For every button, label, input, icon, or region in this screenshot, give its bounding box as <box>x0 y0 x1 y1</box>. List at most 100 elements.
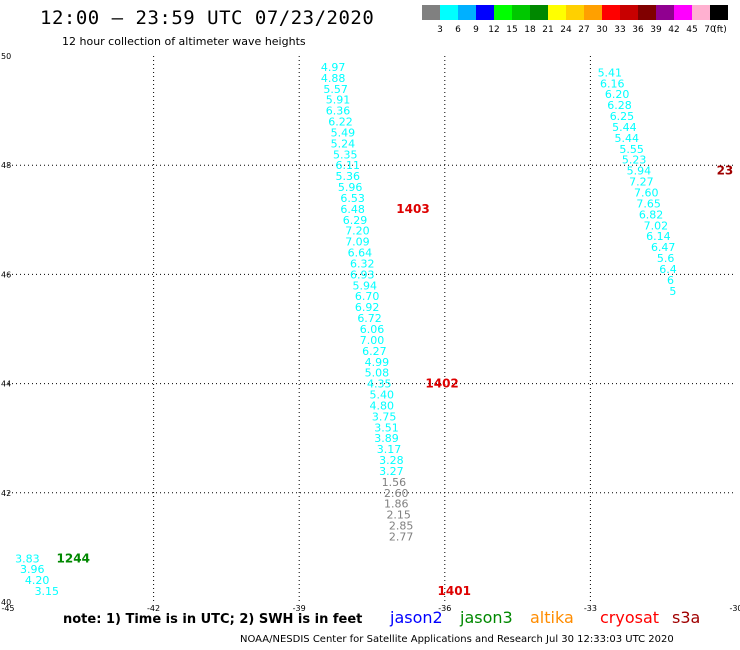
wave-height-point: 6.72 <box>357 312 382 325</box>
legend-tick-label: 9 <box>473 25 479 35</box>
wave-height-point: 6.06 <box>360 323 385 336</box>
wave-height-point: 6 <box>667 274 674 287</box>
wave-height-point: 2.15 <box>386 509 411 522</box>
legend-tick-label: 42 <box>668 25 679 35</box>
satellite-label-jason2: jason2 <box>390 608 443 627</box>
wave-height-point: 5.35 <box>333 148 358 161</box>
wave-height-point: 5.24 <box>331 137 356 150</box>
chart-canvas: -45 -42 -39 -36 -33 -304042444648504.974.885.… <box>1 52 740 613</box>
wave-height-point: 2.77 <box>389 530 414 543</box>
legend-tick-label: 45 <box>686 25 697 35</box>
wave-height-point: 7.20 <box>345 225 370 238</box>
wave-height-point: 2.60 <box>384 487 409 500</box>
x-tick-label: -39 <box>293 604 306 612</box>
legend-tick-label: 3 <box>437 25 443 35</box>
wave-height-point: 6.53 <box>340 192 365 205</box>
satellite-label-jason3: jason3 <box>460 608 513 627</box>
wave-height-point: 5.23 <box>622 154 647 167</box>
x-tick-label: -33 <box>584 604 597 612</box>
legend-tick-label: 39 <box>650 25 662 35</box>
color-scale-bar: 3 6 9 12 15 18 21 24 27 30 33 36 39 42 45 70(ft) <box>422 5 728 35</box>
legend-swatch <box>566 5 584 20</box>
legend-unit: (ft) <box>713 25 727 35</box>
legend-tick-label: 15 <box>506 25 517 35</box>
wave-height-point: 3.75 <box>372 410 397 423</box>
wave-height-point: 5.44 <box>612 121 637 134</box>
wave-height-point: 4.99 <box>365 356 390 369</box>
legend-swatch <box>620 5 638 20</box>
legend-swatch <box>710 5 728 20</box>
legend-swatch <box>692 5 710 20</box>
page-title: 12:00 – 23:59 UTC 07/23/2020 <box>40 7 375 29</box>
pass-time-label: 1403 <box>396 202 429 216</box>
wave-height-point: 7.65 <box>636 197 661 210</box>
wave-height-point: 6.48 <box>340 203 365 216</box>
wave-height-point: 7.27 <box>629 176 654 189</box>
wave-height-point: 6.11 <box>335 159 360 172</box>
wave-height-point: 7.02 <box>644 219 669 232</box>
wave-height-point: 6.4 <box>659 263 677 276</box>
wave-height-point: 7.00 <box>360 334 385 347</box>
wave-height-point: 4.35 <box>367 378 392 391</box>
wave-height-point: 6.64 <box>348 247 373 260</box>
footer-note: note: 1) Time is in UTC; 2) SWH is in fe… <box>63 612 363 627</box>
wave-height-point: 3.89 <box>374 432 399 445</box>
wave-height-point: 4.97 <box>321 61 346 74</box>
y-tick-label: 42 <box>1 489 11 498</box>
satellite-label-s3a: s3a <box>672 608 701 627</box>
legend-tick-label: 21 <box>542 25 553 35</box>
wave-height-point: 3.51 <box>374 421 399 434</box>
legend-swatch <box>674 5 692 20</box>
page-subtitle: 12 hour collection of altimeter wave hei… <box>62 35 306 48</box>
wave-height-point: 5.57 <box>323 83 348 96</box>
wave-height-point: 3.28 <box>379 454 404 467</box>
y-tick-label: 48 <box>1 161 11 170</box>
wave-height-point: 5.96 <box>338 181 363 194</box>
wave-height-point: 6.82 <box>639 208 664 221</box>
wave-height-point: 1.86 <box>384 498 409 511</box>
legend-swatch <box>656 5 674 20</box>
legend-tick-label: 18 <box>524 25 536 35</box>
x-tick-label: -45 <box>1 604 14 612</box>
legend-tick-label: 6 <box>455 25 461 35</box>
legend-swatch <box>602 5 620 20</box>
wave-height-point: 7.09 <box>345 236 370 249</box>
legend-tick-label: 12 <box>488 25 499 35</box>
wave-height-point: 6.36 <box>326 105 351 118</box>
wave-height-point: 5.49 <box>331 126 356 139</box>
legend-tick-label: 70 <box>704 25 716 35</box>
wave-height-point: 5.36 <box>335 170 360 183</box>
wave-height-point: 6.47 <box>651 241 676 254</box>
wave-height-point: 6.25 <box>610 110 635 123</box>
legend-swatch <box>458 5 476 20</box>
x-tick-label: -30 <box>729 604 740 612</box>
legend-swatch <box>476 5 494 20</box>
wave-height-point: 6.16 <box>600 77 625 90</box>
legend-swatch <box>494 5 512 20</box>
legend-tick-label: 24 <box>560 25 572 35</box>
legend-swatch <box>512 5 530 20</box>
x-tick-label: -42 <box>147 604 160 612</box>
wave-height-point: 6.32 <box>350 257 375 270</box>
wave-height-point: 3.96 <box>20 563 45 576</box>
wave-height-point: 6.92 <box>355 301 380 314</box>
pass-time-label: 23 <box>717 164 734 178</box>
legend-swatch <box>638 5 656 20</box>
wave-height-point: 6.20 <box>605 88 630 101</box>
wave-height-point: 5.41 <box>598 66 623 79</box>
wave-height-point: 4.80 <box>369 399 394 412</box>
pass-time-label: 1244 <box>57 551 90 565</box>
credit-line: NOAA/NESDIS Center for Satellite Applica… <box>240 634 674 645</box>
wave-height-point: 6.29 <box>343 214 368 227</box>
wave-height-point: 3.27 <box>379 465 404 478</box>
wave-height-point: 6.27 <box>362 345 387 358</box>
wave-height-point: 6.70 <box>355 290 380 303</box>
wave-height-point: 5 <box>669 285 676 298</box>
wave-height-point: 6.93 <box>350 268 375 281</box>
legend-tick-label: 36 <box>632 25 644 35</box>
wave-height-point: 5.94 <box>352 279 377 292</box>
wave-height-point: 7.60 <box>634 187 659 200</box>
wave-height-point: 3.83 <box>15 552 40 565</box>
wave-height-chart: -45 -42 -39 -36 -33 -30 40 42 44 46 48 50 4.97 4.88 5.… <box>0 50 740 616</box>
y-tick-label: 46 <box>1 270 11 279</box>
